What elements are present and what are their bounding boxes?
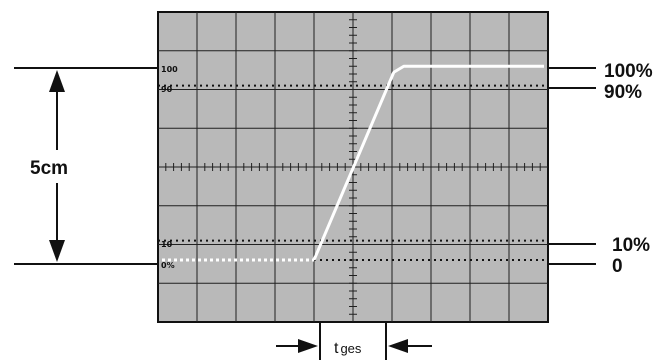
screen-label-90: 90 — [161, 85, 173, 94]
amplitude-arrow-up-icon — [49, 70, 65, 92]
rise-time-arrow-left-icon — [388, 339, 408, 353]
screen-label-100: 100 — [161, 65, 178, 74]
reference-dotted-lines — [158, 84, 548, 262]
rise-time-label: t ges — [334, 340, 362, 357]
rise-time-subscript: ges — [340, 341, 361, 356]
label-90-percent: 90% — [604, 82, 642, 103]
rise-time-symbol: t — [334, 340, 339, 357]
label-100-percent: 100% — [604, 61, 653, 82]
amplitude-dimension — [14, 67, 158, 265]
rise-time-dimension — [276, 322, 432, 360]
amplitude-arrow-down-icon — [49, 240, 65, 262]
oscilloscope-screen — [157, 11, 549, 323]
rise-time-arrow-right-icon — [298, 339, 318, 353]
step-response-trace — [312, 64, 544, 261]
label-zero: 0 — [612, 256, 623, 277]
right-reference-lines — [548, 67, 596, 265]
graticule-ticks — [165, 19, 541, 315]
label-10-percent: 10% — [612, 235, 650, 256]
screen-label-0-percent: 0% — [161, 261, 175, 270]
amplitude-label: 5cm — [30, 158, 68, 179]
screen-label-10: 10 — [161, 240, 173, 249]
